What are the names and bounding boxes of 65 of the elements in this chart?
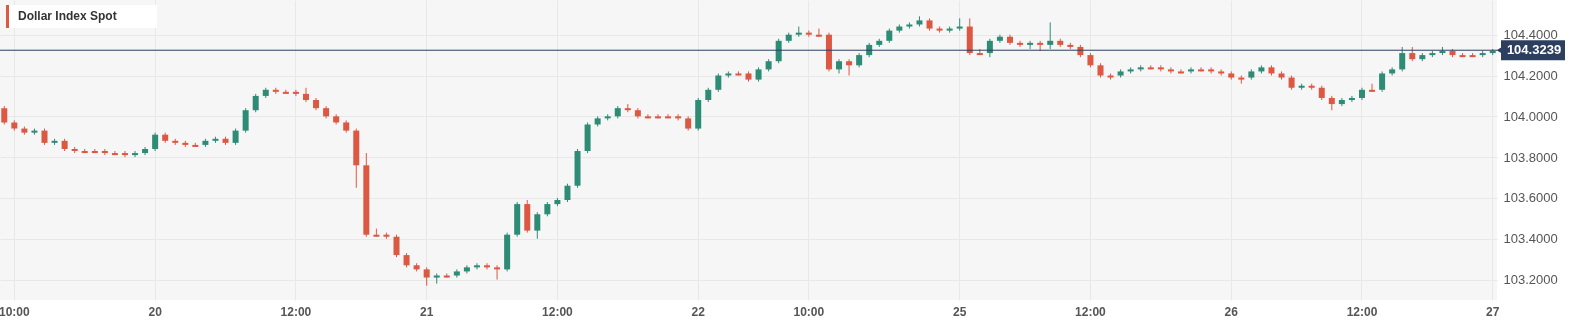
x-tick-label: 21 xyxy=(419,304,434,319)
x-tick-label: 26 xyxy=(1224,304,1239,319)
candlestick xyxy=(1348,95,1355,103)
x-tick-label: 12:00 xyxy=(280,304,312,319)
label-box: Dollar Index Spot xyxy=(6,5,157,28)
candlestick xyxy=(463,264,470,274)
candlestick xyxy=(715,72,722,93)
candlestick xyxy=(132,150,139,158)
y-tick-label: 104.2000 xyxy=(1503,68,1558,84)
candlestick xyxy=(654,113,661,119)
candlestick xyxy=(1017,40,1024,48)
candlestick xyxy=(564,183,571,203)
candlestick xyxy=(1177,68,1184,74)
candlestick xyxy=(1188,66,1195,74)
candlestick xyxy=(1208,66,1215,74)
candlestick xyxy=(956,17,963,32)
candlestick xyxy=(423,266,430,287)
candlestick xyxy=(302,87,309,103)
candlestick xyxy=(242,107,249,134)
y-tick-label: 103.6000 xyxy=(1503,190,1558,206)
x-tick-label: 22 xyxy=(691,304,706,319)
x-tick-label: 12:00 xyxy=(542,304,574,319)
candlestick xyxy=(1047,21,1054,50)
y-tick-label: 104.0000 xyxy=(1503,108,1558,124)
candlestick xyxy=(152,132,159,152)
candlestick xyxy=(1,105,8,125)
candlestick xyxy=(644,113,651,119)
candlestick xyxy=(282,89,289,95)
x-tick-label: 25 xyxy=(953,304,967,319)
candlestick xyxy=(433,272,440,285)
candlestick xyxy=(121,150,128,158)
x-tick-label: 12:00 xyxy=(1075,304,1107,319)
candlestick xyxy=(815,28,822,38)
candlestick xyxy=(1198,66,1205,72)
candlestick xyxy=(142,146,149,156)
y-tick-label: 103.8000 xyxy=(1503,149,1558,165)
candlestick xyxy=(986,38,993,58)
x-tick-label: 20 xyxy=(148,304,163,319)
x-tick-label: 27 xyxy=(1486,304,1500,319)
candlestick xyxy=(996,34,1003,44)
candlestick xyxy=(1369,83,1376,93)
candlestick xyxy=(775,38,782,64)
candlestick xyxy=(292,89,299,97)
candlestick xyxy=(494,264,501,281)
candlestick xyxy=(665,113,672,119)
ref-line-label: 104.3239 xyxy=(1506,42,1562,58)
candlestick xyxy=(1379,70,1386,93)
candlestick xyxy=(252,93,259,113)
candlestick xyxy=(1399,46,1406,72)
candlestick xyxy=(846,58,853,77)
x-tick-label: 12:00 xyxy=(1346,304,1378,319)
y-tick-label: 103.2000 xyxy=(1503,272,1558,288)
candlestick xyxy=(473,262,480,270)
candlestick xyxy=(111,150,118,156)
candlestick xyxy=(1167,66,1174,74)
y-tick-label: 104.4000 xyxy=(1503,27,1558,43)
x-tick-label: 10:00 xyxy=(0,304,30,319)
candlestick xyxy=(393,234,400,258)
candlestick xyxy=(1338,97,1345,107)
candlestick xyxy=(534,211,541,240)
candlestick xyxy=(675,113,682,121)
candlestick xyxy=(484,262,491,270)
y-tick-label: 103.4000 xyxy=(1503,231,1558,247)
x-tick-label: 10:00 xyxy=(793,304,825,319)
candlestick xyxy=(1027,40,1034,50)
